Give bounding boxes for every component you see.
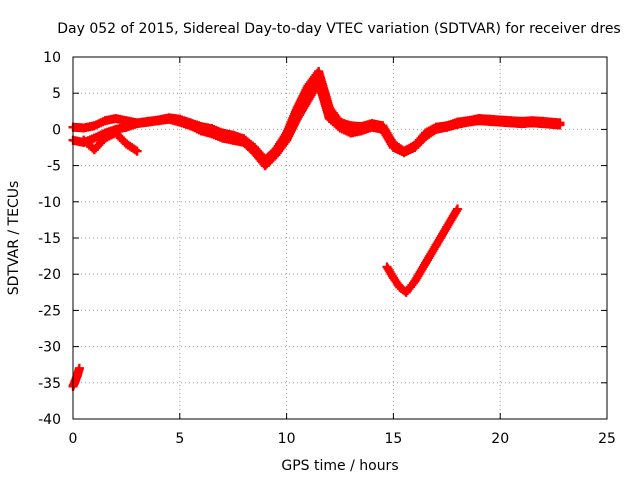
data-point [79,135,89,145]
data-point [121,139,131,149]
y-tick-label: -15 [38,231,61,247]
data-point [324,114,334,124]
chart-title: Day 052 of 2015, Sidereal Day-to-day VTE… [57,21,620,37]
data-point [196,126,206,136]
data-point [431,240,441,250]
data-point [207,129,217,139]
data-point [100,133,110,143]
data-point [431,124,441,134]
y-tick-label: -10 [38,195,61,211]
x-tick-label: 5 [175,431,184,447]
data-point [303,81,313,91]
data-point [506,118,516,128]
data-point [442,222,452,232]
y-tick-label: -35 [38,376,61,392]
data-point [282,135,292,145]
y-tick-label: 5 [52,86,61,102]
y-axis-title: SDTVAR / TECUs [6,181,22,296]
data-point [395,282,405,292]
side-trace [79,128,142,156]
data-point [79,123,89,133]
data-point [485,116,495,126]
data-point [228,135,238,145]
y-tick-label: 0 [52,122,61,138]
data-point [527,118,537,128]
data-point [517,119,527,129]
plot-area [68,66,565,391]
data-point [292,114,302,124]
data-point [143,117,153,127]
data-point [410,276,420,286]
data-point [111,128,121,138]
data-point [250,148,260,158]
data-point [346,128,356,138]
data-point [314,66,324,76]
data-point [388,143,398,152]
data-point [388,273,398,283]
data-point [111,114,121,124]
data-point [164,114,174,124]
data-point [555,120,565,130]
data-point [382,262,392,272]
x-tick-label: 0 [69,431,78,447]
data-point [132,146,142,156]
data-point [401,287,411,297]
data-point [132,119,142,129]
data-point [399,148,409,158]
data-point [442,122,452,132]
x-axis-title: GPS time / hours [281,458,398,474]
y-tick-label: -40 [38,412,61,428]
data-point [100,116,110,126]
plot-frame [72,56,608,420]
data-point [356,126,366,136]
data-point [89,145,99,155]
data-point [121,122,131,132]
lower-segment [382,204,462,297]
data-point [378,124,388,134]
y-tick-label: -20 [38,267,61,283]
data-point [367,122,377,132]
data-point [420,258,430,268]
data-point [260,161,270,171]
data-point [175,117,185,127]
y-tick-label: -5 [47,159,61,175]
data-point [495,117,505,127]
data-point [335,123,345,133]
data-point [410,143,420,152]
data-point [452,204,462,214]
data-point [463,117,473,127]
x-tick-label: 15 [384,431,402,447]
data-point [239,137,249,147]
main-trace-b [68,77,565,171]
data-point [72,371,82,381]
data-point [153,116,163,126]
data-point [314,77,324,87]
data-point [218,133,228,143]
data-point [452,119,462,129]
data-point [89,133,99,143]
data-point [420,132,430,142]
x-tick-label: 25 [598,431,616,447]
data-point [538,119,548,129]
x-tick-label: 10 [278,431,296,447]
x-tick-label: 20 [491,431,509,447]
y-tick-label: -25 [38,303,61,319]
data-point [271,150,281,160]
data-point [74,363,84,373]
data-point [185,121,195,131]
y-tick-label: -30 [38,340,61,356]
data-point [303,95,313,105]
data-point [70,376,80,386]
tick-labels: 0 5 10 15 20 25 10 5 0 -5 -10 -15 -20 -25 -30 -35 -40 [38,50,616,447]
data-point [89,121,99,131]
y-tick-label: 10 [43,50,61,66]
data-point [474,116,484,126]
